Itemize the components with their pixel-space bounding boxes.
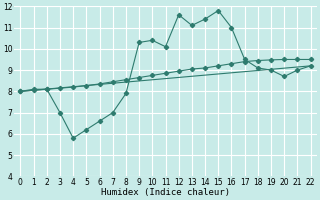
X-axis label: Humidex (Indice chaleur): Humidex (Indice chaleur) [101, 188, 230, 197]
